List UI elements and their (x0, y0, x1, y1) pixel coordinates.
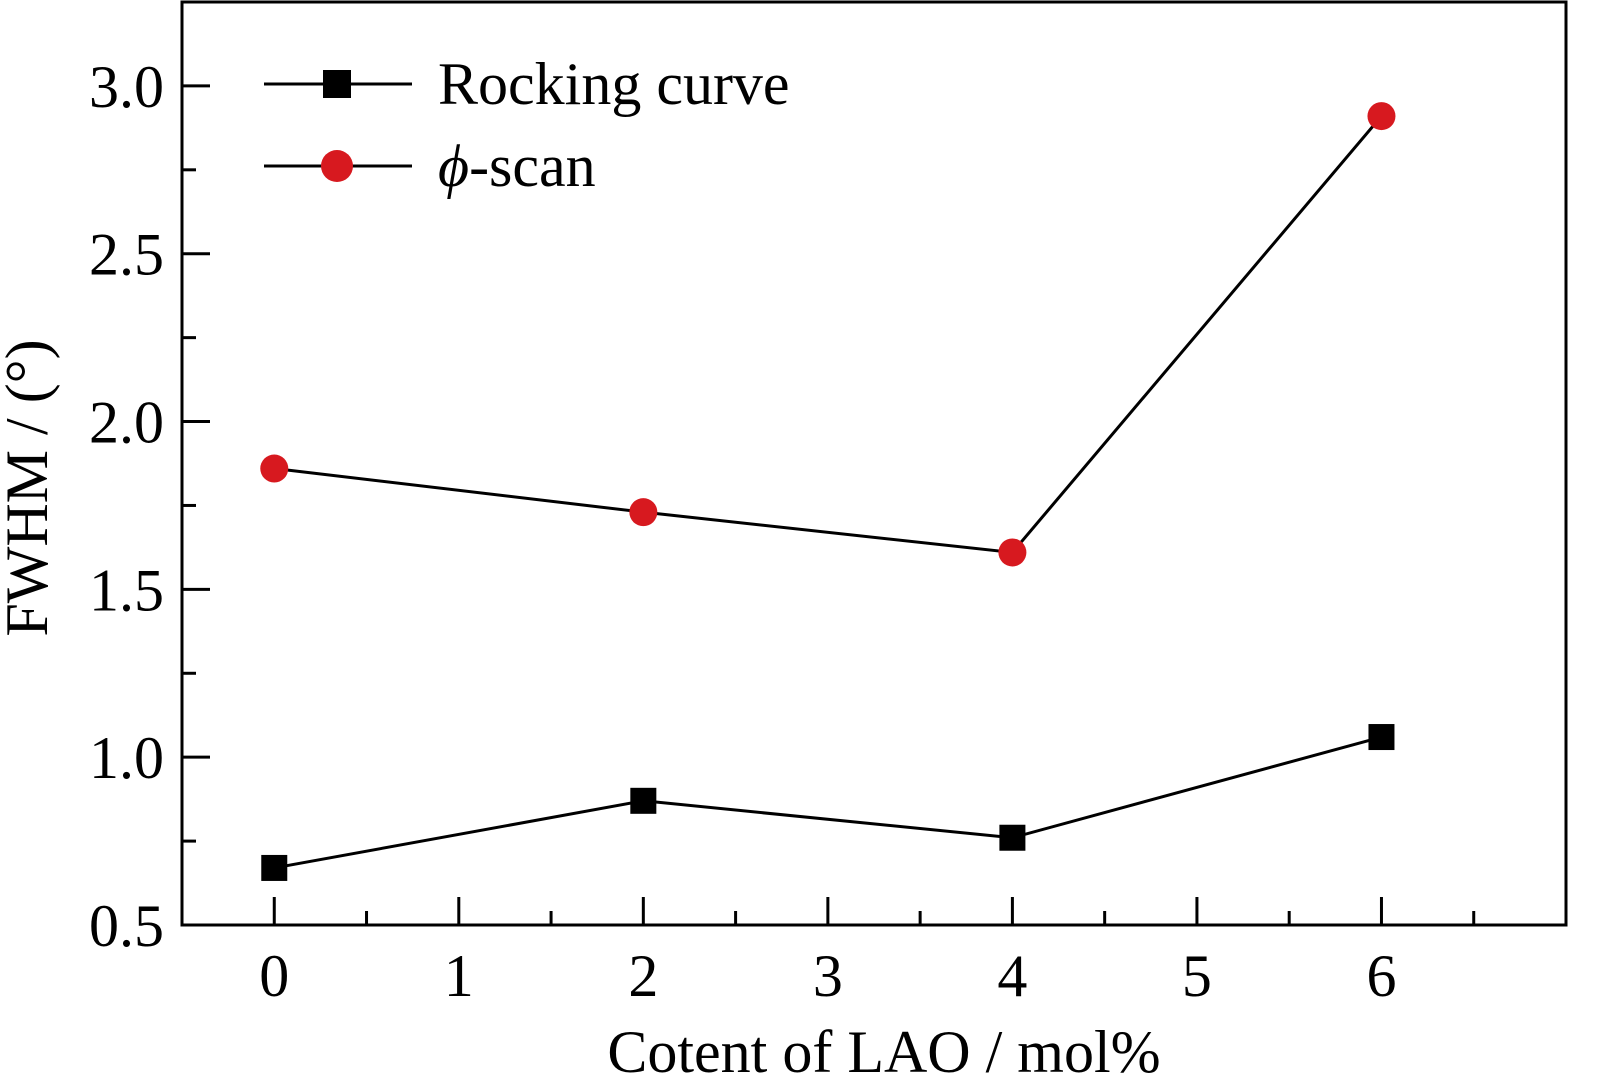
x-tick-label: 0 (259, 943, 289, 1009)
data-point-square (999, 824, 1026, 851)
y-tick-label: 1.0 (89, 725, 164, 791)
legend-label-rocking-curve: Rocking curve (438, 51, 790, 117)
legend-marker-rocking-curve (323, 70, 351, 98)
y-tick-label: 1.5 (89, 557, 164, 623)
data-point-circle (629, 498, 658, 527)
x-tick-label: 1 (444, 943, 474, 1009)
data-point-square (630, 787, 657, 814)
legend-label-phi-scan: ϕ-scan (438, 133, 596, 199)
x-tick-label: 2 (628, 943, 658, 1009)
x-axis-label: Cotent of LAO / mol% (607, 1019, 1160, 1085)
x-tick-label: 4 (997, 943, 1027, 1009)
y-axis-tick-labels: 0.5 1.0 1.5 2.0 2.5 3.0 (89, 54, 164, 959)
x-axis-ticks (272, 897, 1476, 925)
plot-frame (180, 0, 1568, 927)
y-axis-label: FWHM / (°) (0, 339, 60, 636)
y-axis-ticks (182, 84, 210, 927)
legend: Rocking curve ϕ-scan (264, 51, 790, 199)
x-tick-label: 6 (1366, 943, 1396, 1009)
data-point-circle (260, 454, 289, 483)
y-tick-label: 0.5 (89, 893, 164, 959)
series-markers (260, 102, 1396, 881)
x-tick-label: 3 (813, 943, 843, 1009)
legend-marker-phi-scan (321, 150, 353, 182)
y-tick-label: 3.0 (89, 54, 164, 120)
legend-label-phi-suffix: -scan (469, 133, 596, 199)
data-point-square (1368, 724, 1395, 751)
x-tick-label: 5 (1182, 943, 1212, 1009)
legend-label-phi-symbol: ϕ (438, 133, 469, 199)
series-line-0 (273, 735, 1382, 870)
y-tick-label: 2.5 (89, 222, 164, 288)
data-point-square (261, 854, 288, 881)
x-axis-tick-labels: 0 1 2 3 4 5 6 (259, 943, 1396, 1009)
data-point-circle (998, 538, 1027, 567)
series-lines (273, 115, 1383, 870)
series-line-1 (274, 115, 1383, 555)
data-point-circle (1367, 102, 1396, 131)
y-tick-label: 2.0 (89, 390, 164, 456)
